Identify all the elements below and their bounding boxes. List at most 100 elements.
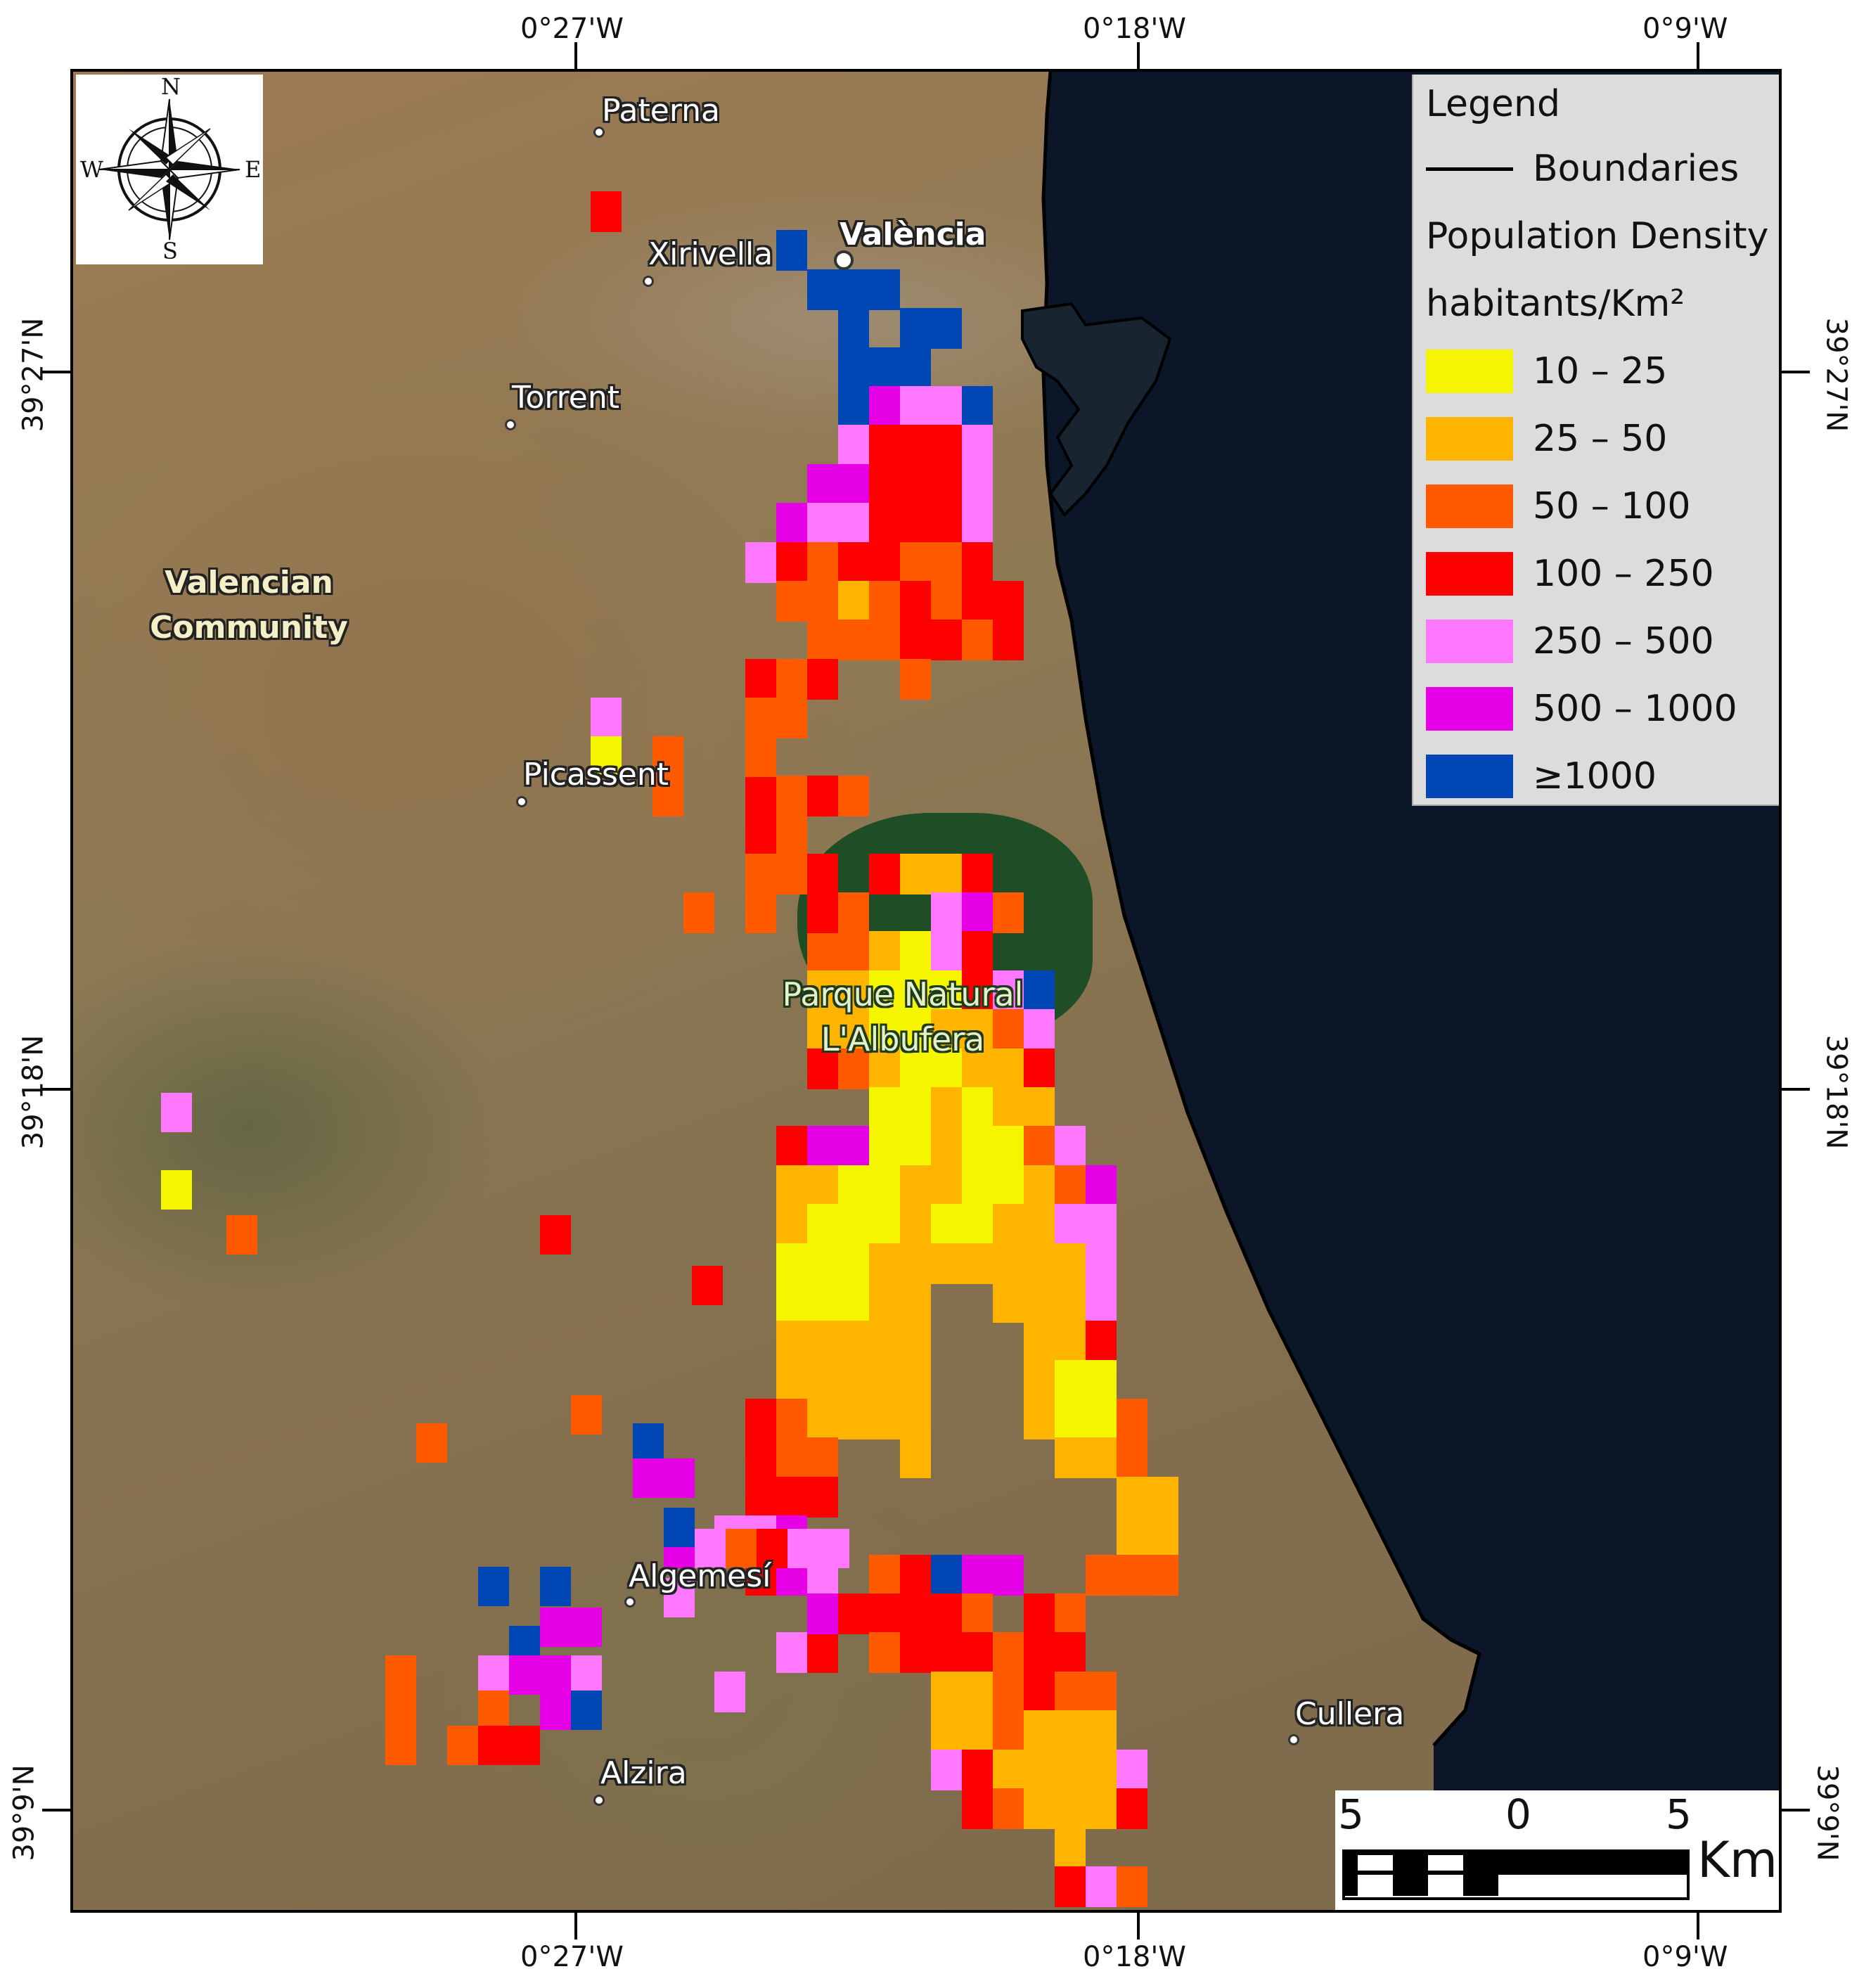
place-dot	[593, 1795, 605, 1806]
tick-mark	[1137, 42, 1140, 70]
density-cell	[900, 1009, 931, 1051]
legend-row-class: 25 – 50	[1426, 405, 1769, 473]
tick-mark	[1780, 1088, 1810, 1091]
density-cell	[1086, 1788, 1117, 1829]
lon-label-bottom-3: 0°9'W	[1642, 1941, 1728, 1973]
tick-mark	[574, 42, 577, 70]
density-cell	[1117, 1515, 1147, 1557]
legend-swatch	[1426, 485, 1513, 528]
density-cell	[962, 1749, 993, 1790]
density-cell	[993, 620, 1024, 661]
scale-bar: 5 0 5 Km	[1335, 1790, 1779, 1910]
density-cell	[962, 1126, 993, 1167]
density-cell	[1024, 1788, 1055, 1829]
density-cell	[807, 1009, 838, 1051]
density-cell	[869, 1399, 900, 1440]
legend-title: Legend	[1426, 83, 1561, 125]
density-cell	[633, 1423, 664, 1463]
density-cell	[447, 1726, 478, 1765]
legend-label: 50 – 100	[1533, 485, 1691, 527]
density-cell	[807, 658, 838, 700]
density-cell	[776, 1204, 807, 1245]
density-cell	[993, 1749, 1024, 1790]
place-dot	[593, 127, 605, 138]
density-cell	[1055, 1632, 1086, 1674]
density-cell	[385, 1726, 416, 1765]
density-cell	[776, 853, 807, 894]
density-cell	[1117, 1788, 1147, 1829]
density-cell	[993, 1126, 1024, 1167]
tick-mark	[1697, 1911, 1699, 1939]
density-cell	[838, 1165, 869, 1206]
density-cell	[1086, 1671, 1117, 1712]
place-dot	[624, 1596, 636, 1608]
density-cell	[478, 1726, 509, 1765]
density-cell	[745, 775, 776, 816]
place-dot	[516, 796, 527, 807]
density-cell	[900, 463, 931, 505]
density-cell	[807, 503, 838, 544]
density-cell	[807, 1476, 838, 1518]
density-cell	[900, 1204, 931, 1245]
density-cell	[807, 1321, 838, 1362]
place-dot	[505, 419, 516, 430]
density-cell	[962, 1554, 993, 1596]
density-cell	[869, 1048, 900, 1089]
density-cell	[869, 503, 900, 544]
density-cell	[776, 1437, 807, 1479]
density-cell	[993, 1243, 1024, 1284]
density-cell	[1055, 1437, 1086, 1479]
lon-label-top-2: 0°18'W	[1083, 13, 1186, 45]
legend-label: 10 – 25	[1533, 350, 1668, 392]
density-cell	[1055, 1243, 1086, 1284]
density-cell	[1024, 1243, 1055, 1284]
port-of-valencia	[1021, 302, 1172, 518]
density-cell	[900, 1399, 931, 1440]
density-cell	[1117, 1554, 1147, 1596]
tick-mark	[1137, 1911, 1140, 1939]
density-cell	[869, 620, 900, 661]
density-cell	[838, 1204, 869, 1245]
density-cell	[931, 1086, 962, 1128]
density-cell	[807, 1593, 838, 1635]
density-cell	[726, 1529, 757, 1568]
lon-label-top-3: 0°9'W	[1642, 13, 1728, 45]
density-cell	[664, 1508, 695, 1547]
density-cell	[962, 1204, 993, 1245]
density-cell	[931, 1554, 962, 1596]
place-dot	[834, 250, 854, 270]
density-cell	[931, 541, 962, 583]
place-dot	[1288, 1734, 1299, 1745]
density-cell	[993, 892, 1024, 934]
density-cell	[1086, 1437, 1117, 1479]
density-cell	[838, 1048, 869, 1089]
density-cell	[869, 1165, 900, 1206]
density-cell	[478, 1655, 509, 1695]
density-cell	[900, 1165, 931, 1206]
density-cell	[776, 1321, 807, 1362]
density-cell	[838, 541, 869, 583]
density-cell	[776, 230, 807, 271]
density-cell	[962, 1671, 993, 1712]
density-cell	[776, 698, 807, 739]
place-label: Paterna	[602, 93, 721, 129]
compass-e: E	[245, 156, 262, 183]
density-cell	[931, 1593, 962, 1635]
density-cell	[1024, 1593, 1055, 1635]
map-frame[interactable]: Valencian Community Parque Natural L'Alb…	[70, 69, 1782, 1913]
density-cell	[807, 1243, 838, 1284]
lat-label-right-2: 39°18'N	[1820, 1034, 1852, 1150]
density-cell	[900, 1554, 931, 1596]
density-cell	[683, 892, 714, 934]
density-cell	[571, 1608, 602, 1647]
density-cell	[540, 1608, 571, 1647]
legend-row-class: 50 – 100	[1426, 473, 1769, 540]
density-cell	[962, 463, 993, 505]
density-cell	[1147, 1515, 1178, 1557]
density-cell	[807, 1165, 838, 1206]
density-cell	[1024, 1671, 1055, 1712]
density-cell	[900, 541, 931, 583]
density-cell	[838, 308, 869, 349]
density-cell	[1055, 1359, 1086, 1401]
place-label: Cullera	[1295, 1696, 1405, 1732]
